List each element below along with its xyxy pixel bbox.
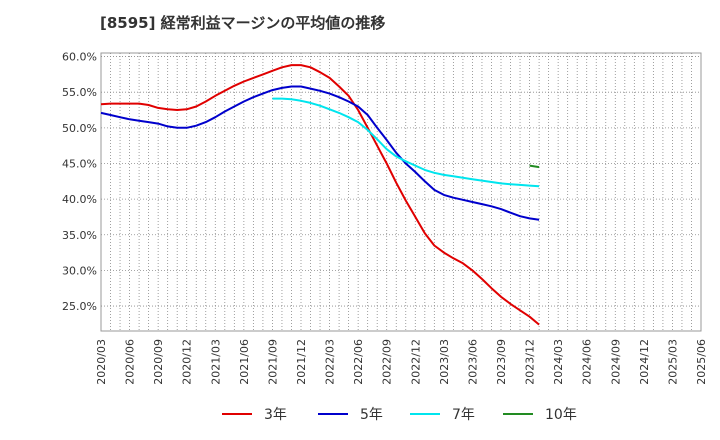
chart-title: [8595] 経常利益マージンの平均値の推移 bbox=[100, 14, 386, 32]
y-tick-label: 40.0% bbox=[62, 193, 97, 206]
x-axis-ticks: 2020/03 2020/06 2020/09 2020/12 2021/03 2021/… bbox=[95, 339, 708, 385]
x-tick-label: 2021/09 bbox=[266, 339, 279, 385]
legend-label-3: 10年 bbox=[545, 407, 577, 423]
x-tick-label: 2024/06 bbox=[581, 339, 594, 385]
x-tick-label: 2020/09 bbox=[152, 339, 165, 385]
x-tick-label: 2023/06 bbox=[466, 339, 479, 385]
x-tick-label: 2022/12 bbox=[409, 339, 422, 385]
x-tick-label: 2024/12 bbox=[638, 339, 651, 385]
y-tick-label: 35.0% bbox=[62, 229, 97, 242]
y-tick-label: 55.0% bbox=[62, 86, 97, 99]
x-tick-label: 2021/06 bbox=[238, 339, 251, 385]
x-tick-label: 2022/06 bbox=[352, 339, 365, 385]
x-tick-label: 2023/03 bbox=[438, 339, 451, 385]
x-tick-label: 2021/03 bbox=[209, 339, 222, 385]
series-line-2 bbox=[272, 97, 540, 188]
legend-label-1: 5年 bbox=[360, 407, 383, 423]
y-tick-label: 30.0% bbox=[62, 264, 97, 277]
legend-label-2: 7年 bbox=[452, 407, 475, 423]
x-tick-label: 2024/03 bbox=[552, 339, 565, 385]
x-tick-label: 2023/12 bbox=[524, 339, 537, 385]
series-line-3 bbox=[529, 164, 540, 169]
x-tick-label: 2025/03 bbox=[666, 339, 679, 385]
y-tick-label: 45.0% bbox=[62, 157, 97, 170]
x-tick-label: 2020/06 bbox=[124, 339, 137, 385]
x-tick-label: 2020/03 bbox=[95, 339, 108, 385]
x-tick-label: 2025/06 bbox=[695, 339, 708, 385]
y-tick-label: 25.0% bbox=[62, 300, 97, 313]
legend-label-0: 3年 bbox=[264, 407, 287, 423]
x-tick-label: 2022/03 bbox=[324, 339, 337, 385]
y-tick-label: 50.0% bbox=[62, 122, 97, 135]
series-line-0 bbox=[100, 64, 540, 326]
legend: 3年 5年 7年 10年 bbox=[222, 407, 577, 423]
y-axis-ticks: 25.0% 30.0% 35.0% 40.0% 45.0% 50.0% 55.0% 60.0% bbox=[62, 51, 97, 313]
x-tick-label: 2022/09 bbox=[381, 339, 394, 385]
x-tick-label: 2021/12 bbox=[295, 339, 308, 385]
x-tick-label: 2024/09 bbox=[609, 339, 622, 385]
x-tick-label: 2020/12 bbox=[181, 339, 194, 385]
y-tick-label: 60.0% bbox=[62, 51, 97, 64]
series-line-1 bbox=[100, 85, 540, 221]
x-tick-label: 2023/09 bbox=[495, 339, 508, 385]
series-layer bbox=[100, 64, 540, 326]
